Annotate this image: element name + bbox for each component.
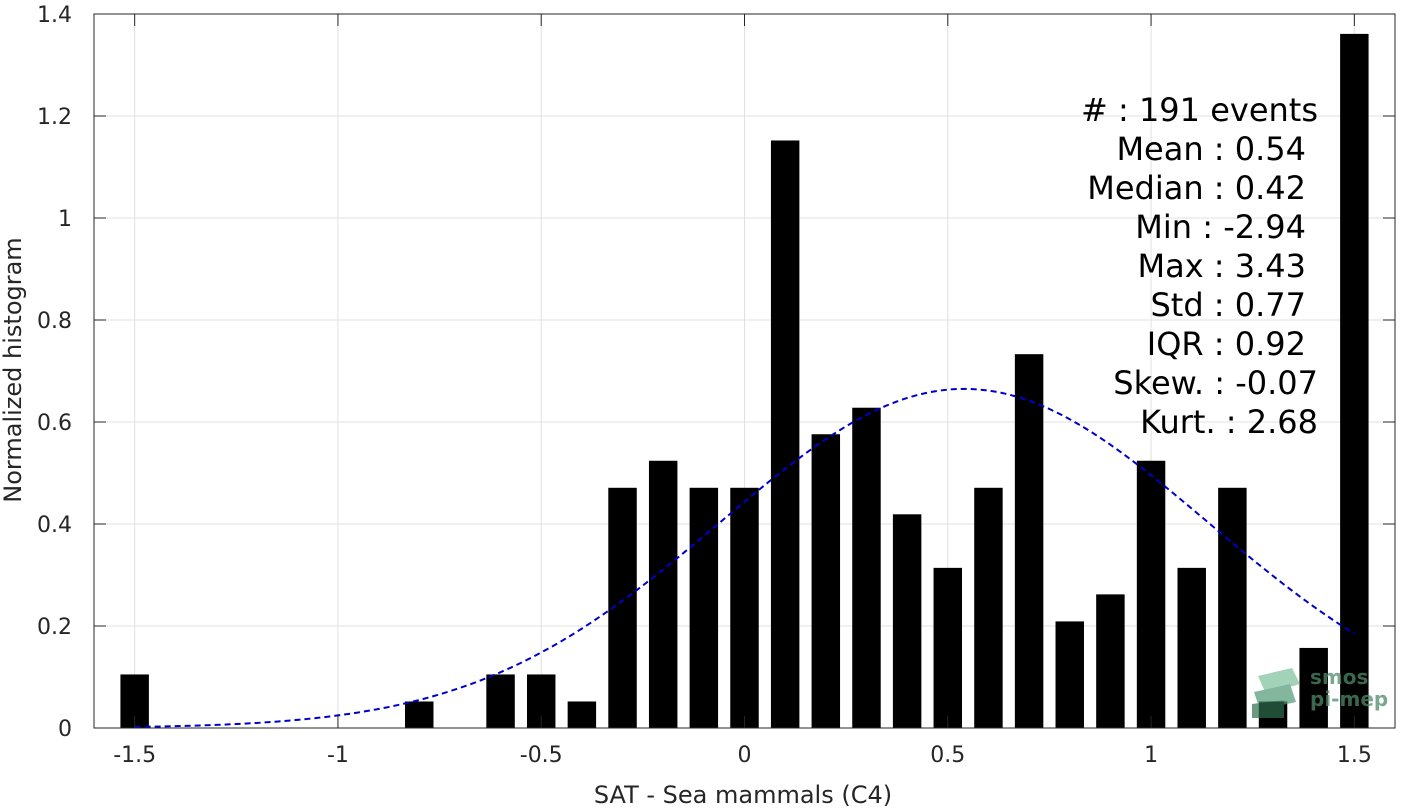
x-tick-label: 1 [1144, 743, 1158, 768]
stats-annotation: # : 191 events Mean : 0.54 Median : 0.42… [1081, 91, 1318, 441]
stats-skew: Skew. : -0.07 [1113, 364, 1318, 402]
histogram-bar [770, 140, 800, 729]
histogram-bar [730, 487, 759, 728]
logo-text-pimep: pi-mep [1310, 687, 1388, 711]
stats-events: # : 191 events [1081, 91, 1318, 129]
stats-median: Median : 0.42 [1087, 169, 1306, 207]
y-tick-label: 0.2 [37, 615, 72, 640]
histogram-bar [405, 701, 434, 728]
stats-min: Min : -2.94 [1135, 208, 1306, 246]
x-tick-label: 1.5 [1337, 743, 1372, 768]
histogram-bar [974, 487, 1003, 728]
histogram-bar [811, 434, 841, 728]
y-tick-labels: 0 0.2 0.4 0.6 0.8 1 1.2 1.4 [37, 3, 72, 742]
y-tick-label: 0.8 [37, 309, 72, 334]
histogram-bar [689, 487, 719, 728]
y-tick-label: 0.4 [37, 513, 72, 538]
x-tick-label: 0.5 [930, 743, 965, 768]
x-tick-label: -1 [327, 743, 349, 768]
x-tick-label: -1.5 [113, 743, 156, 768]
histogram-bar [1136, 460, 1166, 728]
y-axis-title: Normalized histogram [0, 237, 27, 502]
y-tick-label: 1.2 [37, 105, 72, 130]
y-tick-label: 1 [58, 207, 72, 232]
axis-ticks [94, 13, 1395, 729]
histogram-bar [1055, 621, 1084, 728]
stats-max: Max : 3.43 [1137, 247, 1306, 285]
x-axis-title: SAT - Sea mammals (C4) [594, 781, 892, 809]
y-tick-label: 1.4 [37, 3, 72, 28]
histogram-bar [852, 407, 881, 728]
x-tick-label: 0 [738, 743, 752, 768]
histogram-bar [1014, 354, 1044, 728]
x-tick-labels: -1.5 -1 -0.5 0 0.5 1 1.5 [113, 743, 1372, 768]
histogram-bar [1299, 647, 1328, 728]
histogram-bar [933, 567, 963, 728]
histogram-bar [1340, 33, 1369, 728]
grid-lines [94, 13, 1395, 729]
smos-pimep-logo-icon [1252, 668, 1300, 718]
histogram-bar [892, 514, 922, 728]
x-tick-label: -0.5 [520, 743, 563, 768]
y-tick-label: 0.6 [37, 411, 72, 436]
histogram-bar [1218, 487, 1247, 728]
stats-std: Std : 0.77 [1150, 286, 1306, 324]
logo-text-smos: smos [1310, 665, 1368, 689]
stats-mean: Mean : 0.54 [1116, 130, 1306, 168]
histogram-bar [1096, 594, 1125, 728]
y-tick-label: 0 [58, 717, 72, 742]
normal-fit-curve [134, 387, 1355, 728]
stats-iqr: IQR : 0.92 [1147, 325, 1306, 363]
histogram-bar [1177, 567, 1206, 728]
histogram-bar [648, 460, 678, 728]
histogram-bar [567, 701, 597, 728]
histogram-bars [120, 33, 1369, 729]
smos-pimep-logo: smos pi-mep [1252, 665, 1388, 718]
histogram-bar [486, 674, 515, 728]
stats-kurt: Kurt. : 2.68 [1140, 403, 1318, 441]
